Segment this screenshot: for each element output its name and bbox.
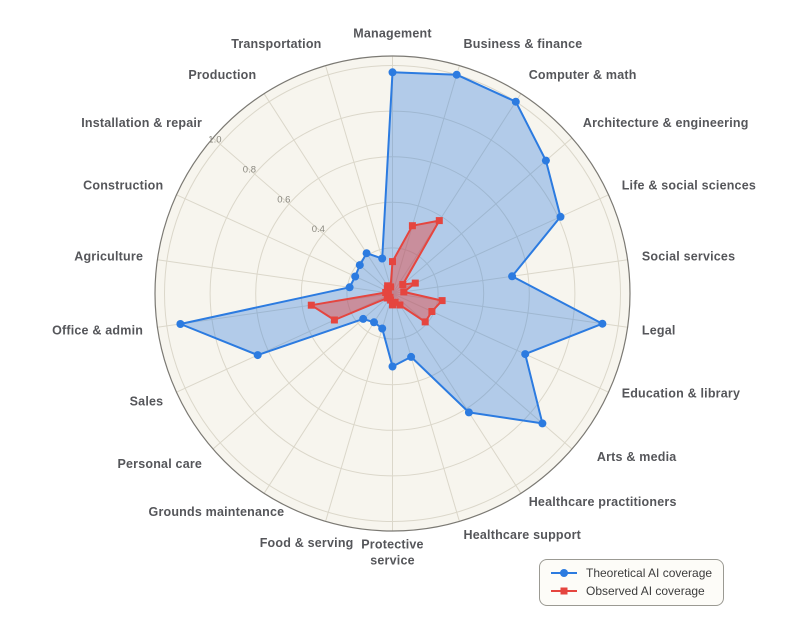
marker-theoretical-business-finance xyxy=(452,70,461,79)
category-label-food-serving: Food & serving xyxy=(260,536,354,550)
category-label-healthcare-support: Healthcare support xyxy=(464,528,582,542)
category-label-production: Production xyxy=(188,68,256,82)
marker-theoretical-healthcare-support xyxy=(407,352,416,361)
marker-observed-life-social-sciences xyxy=(411,279,419,287)
marker-theoretical-construction xyxy=(351,272,360,281)
legend-label-theoretical: Theoretical AI coverage xyxy=(586,566,713,580)
category-label-life-social-sciences: Life & social sciences xyxy=(622,179,756,193)
theoretical-line-circle-marker-icon xyxy=(551,569,577,577)
category-label-construction: Construction xyxy=(83,179,163,193)
legend: Theoretical AI coverage Observed AI cove… xyxy=(539,559,725,606)
marker-theoretical-office-admin xyxy=(176,320,185,328)
marker-theoretical-transportation xyxy=(378,254,387,263)
series-theoretical xyxy=(176,68,607,428)
marker-observed-business-finance xyxy=(408,222,416,230)
marker-observed-social-services xyxy=(400,288,408,296)
observed-line-square-marker-icon xyxy=(551,587,577,595)
marker-theoretical-food-serving xyxy=(378,324,387,333)
marker-theoretical-production xyxy=(362,249,371,258)
marker-theoretical-arts-media xyxy=(538,419,547,428)
grid-spoke xyxy=(157,293,393,328)
radial-tick-label: 0.8 xyxy=(243,165,256,176)
category-label-architecture-engineering: Architecture & engineering xyxy=(583,116,749,130)
category-label-business-finance: Business & finance xyxy=(464,37,583,51)
category-label-transportation: Transportation xyxy=(231,37,321,51)
marker-observed-protective-service xyxy=(389,301,396,309)
category-label-protective-service: Protective service xyxy=(361,538,423,568)
marker-theoretical-personal-care xyxy=(359,314,368,323)
outer-circle xyxy=(154,55,631,532)
marker-theoretical-protective-service xyxy=(388,362,397,371)
grid-spoke xyxy=(392,293,460,522)
marker-theoretical-management xyxy=(388,68,397,77)
grid-spoke xyxy=(392,93,522,294)
radial-tick-label: 1.0 xyxy=(208,135,221,146)
marker-theoretical-legal xyxy=(598,319,607,328)
series-observed xyxy=(307,217,446,326)
marker-theoretical-computer-math xyxy=(511,97,520,106)
grid-spoke xyxy=(263,293,393,494)
grid-spoke xyxy=(392,137,573,294)
marker-observed-architecture-engineering xyxy=(399,281,407,288)
category-label-legal: Legal xyxy=(642,324,676,338)
grid-spoke xyxy=(392,194,609,294)
category-labels: Management Business & finance Computer & m… xyxy=(52,27,756,568)
category-label-installation-repair: Installation & repair xyxy=(81,116,202,130)
legend-label-observed: Observed AI coverage xyxy=(586,584,705,598)
grid-spoke xyxy=(392,65,460,294)
category-label-grounds-maintenance: Grounds maintenance xyxy=(149,505,285,519)
grid-spoke xyxy=(263,93,393,294)
marker-theoretical-sales xyxy=(253,351,262,360)
marker-observed-sales xyxy=(330,316,338,324)
marker-theoretical-grounds-maintenance xyxy=(370,318,378,327)
grid-spoke xyxy=(392,293,522,494)
marker-theoretical-architecture-engineering xyxy=(541,156,550,165)
marker-observed-computer-math xyxy=(435,217,443,225)
category-label-personal-care: Personal care xyxy=(117,457,202,471)
radial-tick-labels: 0.4 0.6 0.8 1.0 xyxy=(208,135,325,236)
legend-item-theoretical: Theoretical AI coverage xyxy=(550,565,712,581)
category-label-healthcare-practitioners: Healthcare practitioners xyxy=(529,495,677,509)
category-label-arts-media: Arts & media xyxy=(597,450,677,464)
marker-theoretical-agriculture xyxy=(345,283,354,292)
category-label-sales: Sales xyxy=(130,395,164,409)
category-label-office-admin: Office & admin xyxy=(52,324,143,338)
category-label-computer-math: Computer & math xyxy=(529,68,637,82)
marker-theoretical-life-social-sciences xyxy=(556,212,565,221)
marker-observed-education-library xyxy=(428,308,436,315)
marker-observed-management xyxy=(389,258,396,266)
marker-theoretical-education-library xyxy=(521,350,530,359)
marker-observed-personal-care xyxy=(383,294,391,302)
category-label-social-services: Social services xyxy=(642,250,735,264)
radial-tick-label: 0.4 xyxy=(312,224,325,235)
marker-observed-arts-media xyxy=(421,318,429,326)
marker-theoretical-installation-repair xyxy=(355,261,364,270)
marker-theoretical-social-services xyxy=(508,272,517,281)
category-label-management: Management xyxy=(353,27,432,41)
marker-observed-healthcare-practitioners xyxy=(396,301,404,309)
radial-tick-label: 0.6 xyxy=(277,194,290,205)
category-label-agriculture: Agriculture xyxy=(74,250,143,264)
marker-observed-legal xyxy=(438,297,446,305)
marker-observed-transportation xyxy=(387,283,395,291)
marker-observed-office-admin xyxy=(307,301,315,309)
category-label-education-library: Education & library xyxy=(622,387,740,401)
marker-theoretical-healthcare-practitioners xyxy=(464,408,473,417)
legend-item-observed: Observed AI coverage xyxy=(550,583,712,599)
